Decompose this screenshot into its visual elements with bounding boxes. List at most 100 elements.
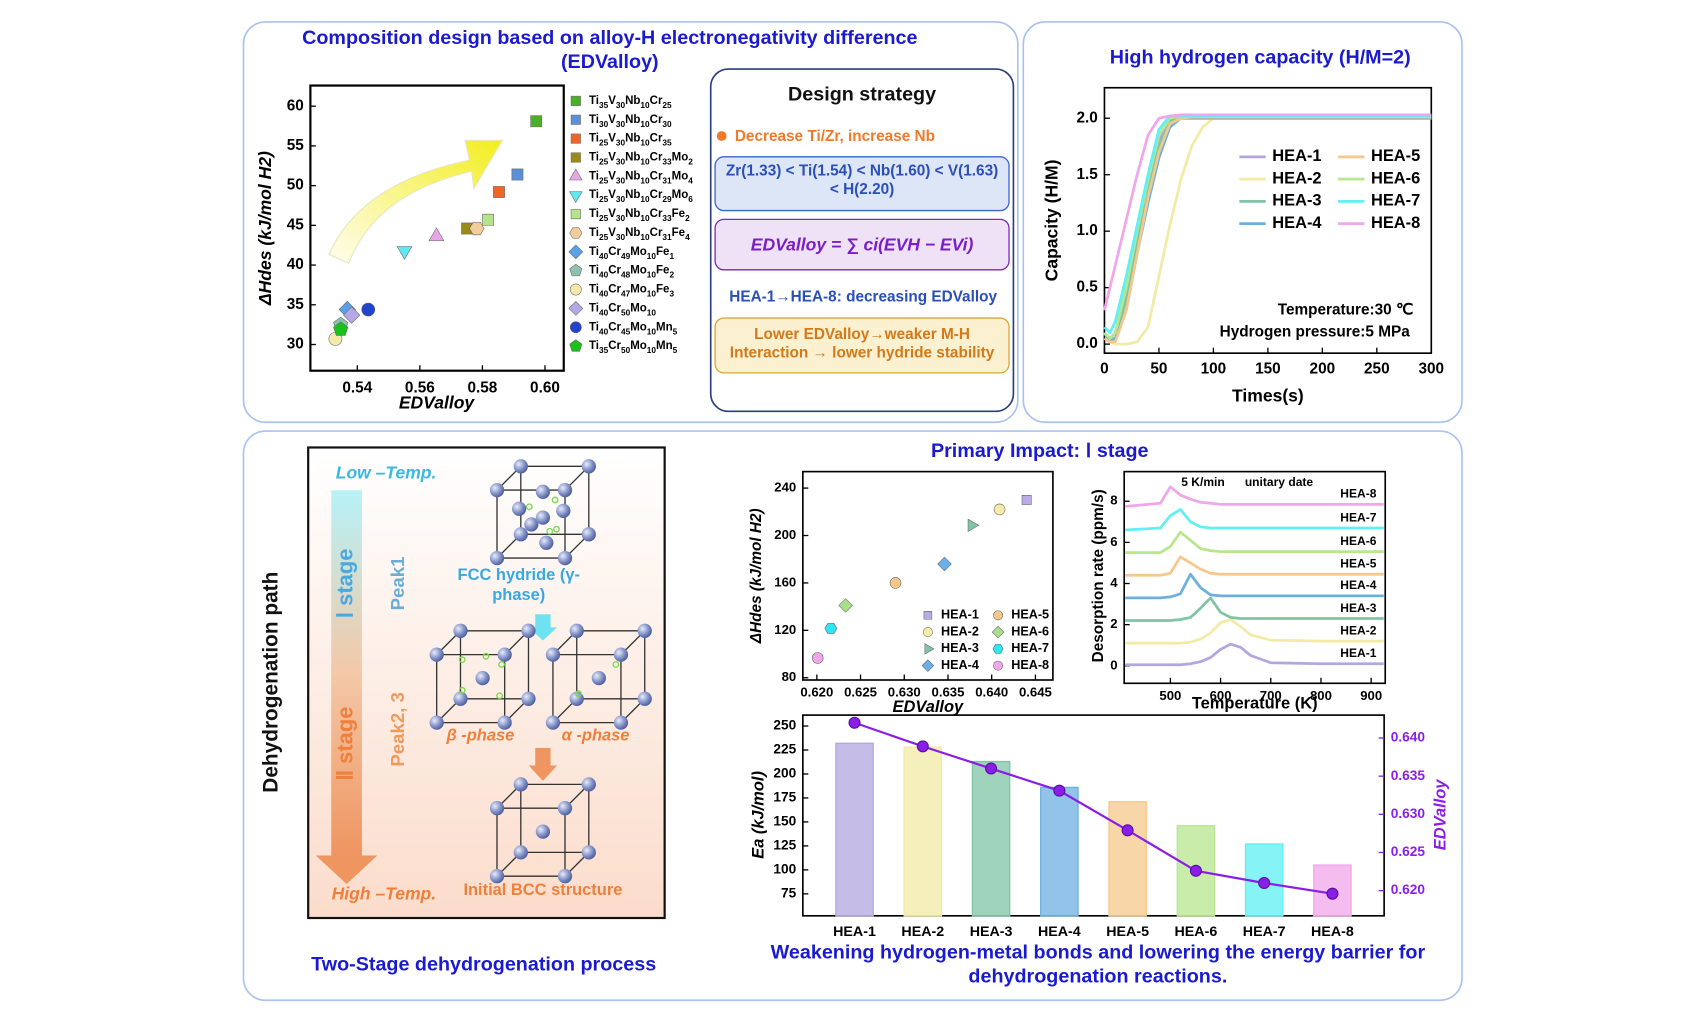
electronegativity-holder: Zr(1.33) < Ti(1.54) < Nb(1.60) < V(1.63)… [726,161,998,197]
formula-part: 1 [669,251,674,261]
formula-part: Cr [650,114,663,126]
legend-marker [569,168,583,181]
x-tick-label: 0.640 [975,685,1008,700]
data-line [1125,596,1384,622]
formula-part: Mo [630,284,647,296]
formula-part: Cr [650,189,663,201]
atom [524,517,539,532]
data-point [967,518,980,532]
chart-title-holder: Composition design based on alloy-H elec… [302,26,917,72]
atom [569,623,584,638]
bullet [716,131,727,141]
y2-tick-label: 0.640 [1391,730,1426,745]
x-tick-label: 0.635 [932,685,965,700]
formula-part: Mo [630,246,647,258]
formula-part: Ti [589,302,599,314]
atom [557,869,573,884]
strategy-title: Design strategy [788,84,936,106]
atom [513,459,528,474]
formula-part: 35 [599,100,609,110]
beta-label: β -phase [446,726,515,744]
legend-marker [992,644,1004,654]
bar [835,742,874,917]
formula-part: Mn [656,340,673,352]
y-tick-label: 6 [1110,534,1117,549]
legend-label: HEA-5 [1371,147,1420,165]
x-tick-label: 0.60 [530,379,560,396]
atom [581,459,596,474]
effect-box [714,317,1010,374]
x-tick-label: HEA-3 [970,924,1013,940]
atom [637,691,652,706]
atom [637,623,652,638]
electronegativity-box [714,156,1010,212]
legend-label: Ti25V30Nb10Cr33Fe2 [589,208,690,223]
formula-part: 30 [616,119,626,129]
strategy-bullet: Decrease Ti/Zr, increase Nb [735,128,935,145]
formula-part: 47 [621,289,631,299]
legend-label: HEA-6 [1011,624,1049,638]
legend-label: Ti25V30Nb10Cr35 [589,133,672,148]
data-point [838,598,853,613]
formula-part: 10 [640,138,650,148]
atom [581,527,596,542]
legend-marker [570,133,581,144]
atom [489,801,505,816]
atom [489,482,505,498]
x-tick-label: 200 [1310,361,1336,378]
legend-marker [570,95,581,106]
series-label: HEA-1 [1340,646,1376,660]
formula-part: 10 [640,119,650,129]
stage-arrow-head [315,855,378,884]
formula-part: 49 [621,251,631,261]
stage-1-label: Ⅰ stage [332,549,357,619]
x-axis-label: Times(s) [1232,386,1304,406]
alpha-label: α -phase [562,726,630,744]
y2-axis-label: EDValloy [1432,779,1450,851]
legend-marker [993,660,1003,671]
formula-part: 30 [616,138,626,148]
legend-marker [568,244,584,260]
formula-part: 25 [599,194,609,204]
bar [903,746,943,917]
legend-marker [569,321,582,334]
data-line [1103,116,1432,346]
atom [581,845,596,860]
formula-part: 40 [599,326,609,336]
atom [513,527,528,542]
y-axis-label: ΔHdes (kJ/mol H2) [748,508,765,644]
formula-part: 10 [640,213,650,223]
legend-label: HEA-8 [1011,658,1049,672]
legend-label: Ti25V30Nb10Cr33Mo2 [589,152,693,167]
legend-label: Ti30V30Nb10Cr30 [589,114,672,129]
formula-part: 33 [662,157,672,167]
x-tick-label: 0.58 [467,379,497,396]
formula-part: Mo [672,170,689,182]
formula-part: 5 [673,326,678,336]
legend-label: HEA-3 [1272,192,1321,210]
atom [613,715,629,730]
formula-part: Nb [625,189,640,201]
x-tick-label: 900 [1360,688,1382,703]
legend-marker [991,625,1005,639]
data-point [396,246,413,260]
formula-part: Fe [656,284,669,296]
formula-part: V [608,152,616,164]
series-label: HEA-8 [1340,487,1376,501]
x-tick-label: 0.54 [342,379,372,396]
y-axis-label: Capacity (H/M) [1042,160,1062,282]
hydrogen [546,527,554,535]
legend-label: Ti40Cr50Mo10 [589,302,656,317]
hydrogen [575,690,582,698]
plot-frame [802,470,1054,681]
formula-part: 10 [647,251,657,261]
diagram-axis-title: Dehydrogenation path [259,572,282,793]
bcc-label: Initial BCC structure [463,881,622,899]
strategy-trend: HEA-1→HEA-8: decreasing EDValloy [729,288,997,305]
y2-tick-label: 0.620 [1391,882,1426,897]
formula-part: Ti [589,114,599,126]
atom [535,510,551,525]
y-tick-label: 225 [773,742,796,757]
atom [556,503,571,518]
